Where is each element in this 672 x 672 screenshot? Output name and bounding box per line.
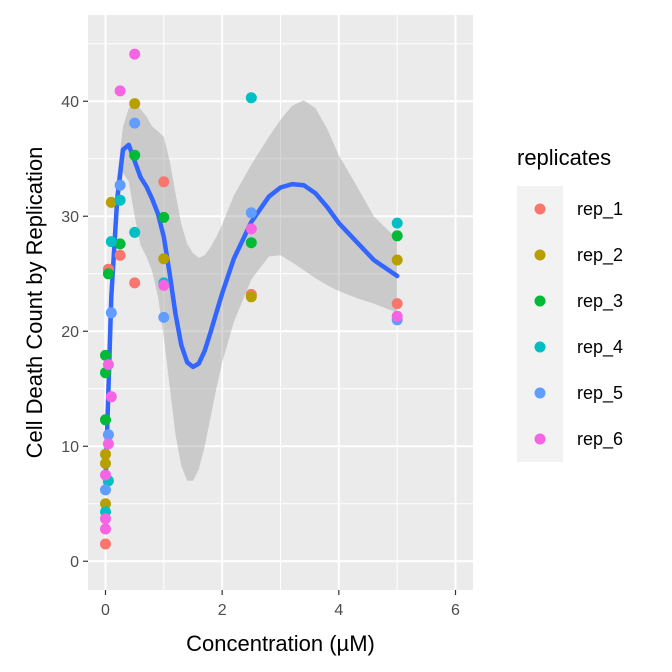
point-rep_4 <box>129 226 141 238</box>
x-axis-title: Concentration (µM) <box>186 631 375 656</box>
legend-label: rep_5 <box>577 383 623 404</box>
point-rep_2 <box>158 253 170 265</box>
legend-item-rep_5: rep_5 <box>517 370 623 416</box>
y-tick-label: 0 <box>70 554 79 571</box>
legend-key-marker <box>534 433 546 445</box>
point-rep_5 <box>102 429 114 441</box>
point-rep_3 <box>100 414 111 426</box>
point-rep_2 <box>245 291 257 303</box>
legend: replicates rep_1rep_2rep_3rep_4rep_5rep_… <box>517 145 623 462</box>
point-rep_3 <box>100 349 111 361</box>
smooth-line <box>103 142 400 486</box>
point-rep_6 <box>100 523 111 535</box>
point-rep_4 <box>114 194 126 206</box>
point-rep_5 <box>105 307 117 319</box>
point-rep_5 <box>114 179 126 191</box>
legend-key-marker <box>534 295 546 307</box>
x-tick-label: 2 <box>218 602 227 619</box>
point-rep_4 <box>245 92 257 104</box>
legend-label: rep_6 <box>577 429 623 450</box>
x-tick-label: 4 <box>334 602 343 619</box>
legend-item-rep_2: rep_2 <box>517 232 623 278</box>
confidence-band <box>105 100 398 489</box>
y-axis-title: Cell Death Count by Replication <box>22 147 47 459</box>
data-points <box>100 48 403 550</box>
point-rep_2 <box>100 458 111 469</box>
point-rep_4 <box>391 217 403 229</box>
point-rep_6 <box>102 438 114 450</box>
legend-title: replicates <box>517 145 611 170</box>
point-rep_6 <box>105 391 117 403</box>
smooth-fit-line <box>103 142 400 486</box>
legend-keys: rep_1 rep_2 rep_3 rep_4 rep_5 rep_6 <box>517 186 623 462</box>
x-tick-label: 0 <box>101 602 110 619</box>
legend-label: rep_4 <box>577 337 623 358</box>
point-rep_5 <box>245 207 257 219</box>
point-rep_1 <box>114 249 126 261</box>
legend-item-rep_3: rep_3 <box>517 278 623 324</box>
point-rep_4 <box>105 236 117 248</box>
legend-key-marker <box>534 341 546 353</box>
point-rep_6 <box>391 310 403 322</box>
point-rep_6 <box>129 48 141 60</box>
y-axis: 0 10 20 30 40 <box>61 94 88 571</box>
x-tick-label: 6 <box>451 602 460 619</box>
legend-item-rep_1: rep_1 <box>517 186 623 232</box>
point-rep_3 <box>158 211 170 223</box>
point-rep_2 <box>100 498 111 510</box>
point-rep_3 <box>391 230 403 242</box>
point-rep_5 <box>129 117 141 129</box>
legend-key-marker <box>534 249 546 261</box>
point-rep_3 <box>102 268 114 280</box>
confidence-ribbon <box>105 100 398 489</box>
y-tick-label: 40 <box>61 94 79 111</box>
legend-label: rep_3 <box>577 291 623 312</box>
point-rep_5 <box>158 311 170 323</box>
point-rep_1 <box>391 298 403 310</box>
point-rep_2 <box>129 98 141 110</box>
grid-major <box>88 15 473 590</box>
point-rep_6 <box>245 223 257 235</box>
legend-item-rep_6: rep_6 <box>517 416 623 462</box>
point-rep_6 <box>158 279 170 291</box>
y-tick-label: 10 <box>61 439 79 456</box>
legend-item-rep_4: rep_4 <box>517 324 623 370</box>
legend-key-marker <box>534 203 546 215</box>
point-rep_6 <box>102 359 114 371</box>
point-rep_2 <box>105 196 117 208</box>
point-rep_3 <box>114 238 126 250</box>
point-rep_2 <box>391 254 403 266</box>
legend-label: rep_2 <box>577 245 623 266</box>
point-rep_1 <box>158 176 170 188</box>
point-rep_6 <box>100 469 111 481</box>
x-axis: 0 2 4 6 <box>101 590 460 619</box>
y-tick-label: 20 <box>61 324 79 341</box>
point-rep_1 <box>100 538 111 550</box>
point-rep_3 <box>245 237 257 249</box>
point-rep_6 <box>100 513 111 525</box>
point-rep_1 <box>129 277 141 289</box>
point-rep_2 <box>100 448 111 460</box>
point-rep_3 <box>129 149 141 161</box>
legend-key-marker <box>534 387 546 399</box>
y-tick-label: 30 <box>61 209 79 226</box>
legend-label: rep_1 <box>577 199 623 220</box>
point-rep_5 <box>100 484 111 496</box>
point-rep_6 <box>114 85 126 97</box>
